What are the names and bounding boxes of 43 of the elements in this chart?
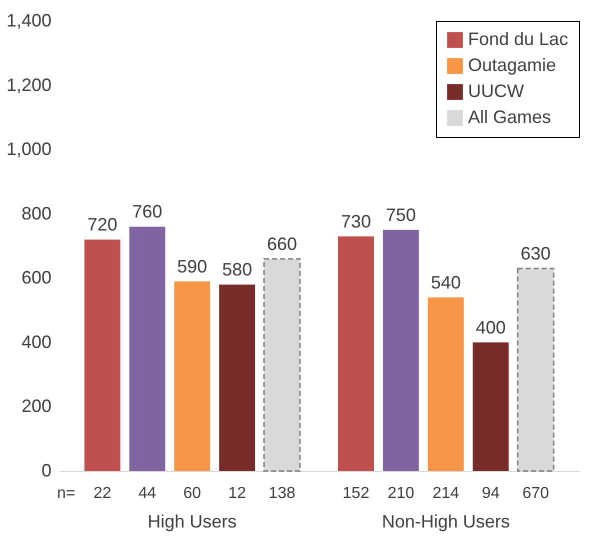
y-tick-label: 1,000 xyxy=(6,139,52,160)
data-label: 720 xyxy=(87,214,118,235)
data-label: 760 xyxy=(132,202,162,222)
y-tick-label: 600 xyxy=(21,268,52,288)
data-label: 400 xyxy=(476,317,506,338)
bar xyxy=(472,342,509,471)
y-tick-label: 400 xyxy=(21,332,52,352)
text: 44 xyxy=(138,485,156,502)
text: 214 xyxy=(432,485,460,502)
bar xyxy=(174,281,210,471)
legend-label: Outagamie xyxy=(468,55,556,75)
text: 210 xyxy=(388,485,414,502)
x-tick-label: Non-High Users xyxy=(382,512,510,532)
text: 138 xyxy=(268,485,296,502)
text: 22 xyxy=(93,485,112,502)
data-label: 580 xyxy=(222,260,252,280)
text: 12 xyxy=(228,485,246,502)
y-tick-label: 1,200 xyxy=(6,74,52,95)
text: 60 xyxy=(183,485,202,502)
bar xyxy=(382,230,419,471)
bar xyxy=(219,284,256,471)
data-label: 630 xyxy=(520,244,551,264)
text: n= xyxy=(57,485,76,502)
data-label: 730 xyxy=(340,211,372,232)
bar xyxy=(129,226,166,471)
data-label: 660 xyxy=(266,234,298,254)
legend-label: All Games xyxy=(468,107,552,127)
y-tick-label: 1,400 xyxy=(6,10,52,30)
x-tick-label: High Users xyxy=(148,512,237,532)
data-label: 590 xyxy=(177,256,208,276)
text: 152 xyxy=(342,485,370,502)
text: 670 xyxy=(522,485,550,502)
bar xyxy=(428,297,464,471)
legend-label: Fond du Lac xyxy=(468,29,568,49)
text: 94 xyxy=(482,485,500,502)
y-tick-label: 200 xyxy=(21,396,52,416)
bar xyxy=(84,240,120,471)
data-label: 750 xyxy=(386,204,416,225)
y-tick-label: 800 xyxy=(21,203,52,224)
legend-label: UUCW xyxy=(468,81,524,101)
data-label: 540 xyxy=(430,272,461,292)
bar xyxy=(338,236,374,471)
y-tick-label: 0 xyxy=(41,460,52,480)
